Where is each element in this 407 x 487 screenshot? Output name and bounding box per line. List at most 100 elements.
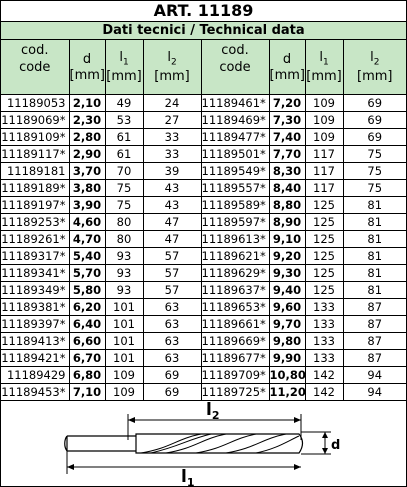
table-header-row: cod. code d [mm] l1 [mm] l2 [mm] cod. code d[… — [1, 40, 406, 95]
right-code-cell: 11189653* — [200, 298, 270, 316]
left-code-cell: 11189189* — [1, 179, 70, 197]
right-d-cell: 9,10 — [268, 230, 306, 248]
left-d-cell: 7,10 — [68, 383, 106, 401]
right-d-cell: 7,30 — [268, 111, 306, 129]
table-row: 11189069* 2,30 53 27 11189469* 7,30 109 69 — [1, 111, 406, 129]
right-code-cell: 11189621* — [200, 247, 270, 265]
article-title: ART. 11189 — [1, 1, 406, 22]
right-code-cell: 11189637* — [200, 281, 270, 299]
left-d-cell: 6,70 — [68, 349, 106, 367]
right-l2-cell: 87 — [342, 332, 406, 350]
right-l2-cell: 75 — [342, 179, 406, 197]
table-row: 11189453* 7,10 109 69 11189725* 11,20 142 94 — [1, 383, 406, 401]
table-row: 11189117* 2,90 61 33 11189501* 7,70 117 75 — [1, 145, 406, 163]
left-d-cell: 6,80 — [68, 366, 106, 384]
left-l2-cell: 47 — [142, 213, 202, 231]
right-l2-cell: 81 — [342, 230, 406, 248]
right-l1-cell: 125 — [304, 230, 344, 248]
right-l1-cell: 109 — [304, 128, 344, 146]
right-d-cell: 9,70 — [268, 315, 306, 333]
drill-dimension-drawing: l2 l1 d — [64, 400, 340, 486]
right-l1-cell: 142 — [304, 366, 344, 384]
right-code-cell: 11189477* — [200, 128, 270, 146]
left-code-cell: 11189261* — [1, 230, 70, 248]
table-row: 11189261* 4,70 80 47 11189613* 9,10 125 81 — [1, 230, 406, 248]
right-code-cell: 11189597* — [200, 213, 270, 231]
left-l2-cell: 43 — [142, 179, 202, 197]
left-l1-cell: 101 — [104, 298, 144, 316]
left-l1-cell: 101 — [104, 332, 144, 350]
left-l1-cell: 101 — [104, 349, 144, 367]
table-row: 11189381* 6,20 101 63 11189653* 9,60 133 87 — [1, 298, 406, 316]
left-code-cell: 11189413* — [1, 332, 70, 350]
right-code-cell: 11189669* — [200, 332, 270, 350]
right-l1-cell: 133 — [304, 349, 344, 367]
left-code-cell: 11189381* — [1, 298, 70, 316]
left-d-cell: 4,60 — [68, 213, 106, 231]
left-l2-cell: 57 — [142, 264, 202, 282]
right-d-cell: 8,30 — [268, 162, 306, 180]
left-d-cell: 6,60 — [68, 332, 106, 350]
left-l1-cell: 75 — [104, 196, 144, 214]
table-row: 11189349* 5,80 93 57 11189637* 9,40 125 81 — [1, 281, 406, 299]
header-l1: l1 [mm] — [304, 40, 344, 95]
left-code-cell: 11189117* — [1, 145, 70, 163]
right-l1-cell: 109 — [304, 94, 344, 112]
left-d-cell: 6,20 — [68, 298, 106, 316]
left-code-cell: 11189053 — [1, 94, 70, 112]
right-l2-cell: 81 — [342, 247, 406, 265]
drill-shank — [64, 435, 136, 452]
left-d-cell: 2,30 — [68, 111, 106, 129]
left-l1-cell: 70 — [104, 162, 144, 180]
d-label: d — [331, 438, 340, 453]
right-l1-cell: 125 — [304, 247, 344, 265]
drill-flutes — [140, 433, 300, 454]
right-l1-cell: 142 — [304, 383, 344, 401]
table-row: 11189429 6,80 109 69 11189709* 10,80 142 94 — [1, 366, 406, 384]
right-l1-cell: 117 — [304, 162, 344, 180]
header-code: cod. code — [1, 40, 70, 95]
right-l1-cell: 133 — [304, 332, 344, 350]
right-d-cell: 7,70 — [268, 145, 306, 163]
header-l2: l2 [mm] — [342, 40, 406, 95]
left-l1-cell: 93 — [104, 247, 144, 265]
table-body: 11189053 2,10 49 24 11189461* 7,20 109 69 111890… — [1, 94, 406, 401]
table-row: 11189317* 5,40 93 57 11189621* 9,20 125 81 — [1, 247, 406, 265]
table-row: 11189109* 2,80 61 33 11189477* 7,40 109 69 — [1, 128, 406, 146]
header-d: d [mm] — [68, 40, 106, 95]
left-l2-cell: 33 — [142, 145, 202, 163]
left-l1-cell: 109 — [104, 383, 144, 401]
left-d-cell: 5,70 — [68, 264, 106, 282]
table-row: 11189413* 6,60 101 63 11189669* 9,80 133 87 — [1, 332, 406, 350]
left-code-cell: 11189341* — [1, 264, 70, 282]
left-d-cell: 6,40 — [68, 315, 106, 333]
table-row: 11189189* 3,80 75 43 11189557* 8,40 117 75 — [1, 179, 406, 197]
header-d: d [mm] — [268, 40, 306, 95]
right-code-cell: 11189661* — [200, 315, 270, 333]
table-row: 11189053 2,10 49 24 11189461* 7,20 109 69 — [1, 94, 406, 112]
left-l1-cell: 80 — [104, 213, 144, 231]
technical-data-subtitle: Dati tecnici / Technical data — [1, 22, 406, 40]
left-l1-cell: 61 — [104, 145, 144, 163]
header-l2: l2 [mm] — [142, 40, 202, 95]
left-l1-cell: 75 — [104, 179, 144, 197]
left-d-cell: 2,80 — [68, 128, 106, 146]
right-l2-cell: 81 — [342, 281, 406, 299]
left-l2-cell: 27 — [142, 111, 202, 129]
table-row: 11189421* 6,70 101 63 11189677* 9,90 133 87 — [1, 349, 406, 367]
left-d-cell: 4,70 — [68, 230, 106, 248]
right-d-cell: 11,20 — [268, 383, 306, 401]
left-l2-cell: 33 — [142, 128, 202, 146]
left-code-cell: 11189197* — [1, 196, 70, 214]
left-code-cell: 11189429 — [1, 366, 70, 384]
right-d-cell: 9,30 — [268, 264, 306, 282]
right-l2-cell: 87 — [342, 349, 406, 367]
right-d-cell: 9,80 — [268, 332, 306, 350]
left-l2-cell: 24 — [142, 94, 202, 112]
left-code-cell: 11189421* — [1, 349, 70, 367]
right-d-cell: 9,20 — [268, 247, 306, 265]
left-l1-cell: 53 — [104, 111, 144, 129]
right-d-cell: 9,90 — [268, 349, 306, 367]
left-code-cell: 11189069* — [1, 111, 70, 129]
